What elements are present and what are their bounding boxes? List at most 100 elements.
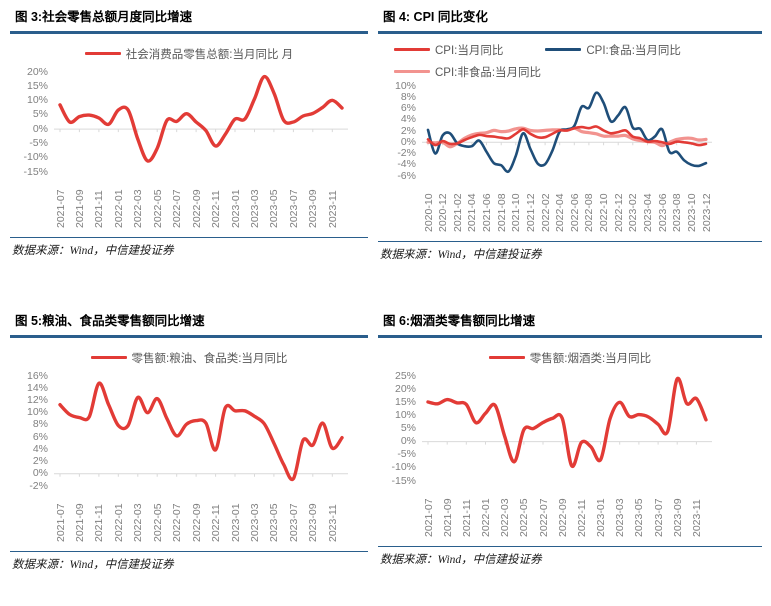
x-tick-label: 2021-08 bbox=[495, 192, 508, 232]
y-tick-label: 6% bbox=[32, 430, 48, 443]
legend-item: CPI:食品:当月同比 bbox=[545, 42, 681, 58]
series-line bbox=[426, 90, 708, 173]
figure-title: 图 4: CPI 同比变化 bbox=[383, 10, 488, 24]
x-tick-label: 2021-12 bbox=[524, 192, 537, 232]
y-tick-label: -5% bbox=[397, 448, 416, 461]
x-tick-label: 2022-11 bbox=[575, 498, 588, 537]
x-tick-label: 2021-02 bbox=[451, 192, 464, 232]
x-tick-label: 2023-07 bbox=[652, 497, 665, 537]
y-tick-label: 8% bbox=[400, 90, 416, 103]
x-tick-label: 2023-05 bbox=[633, 497, 646, 537]
x-tick-label: 2023-02 bbox=[627, 192, 640, 232]
legend-label: CPI:非食品:当月同比 bbox=[435, 66, 542, 79]
figure-title: 图 3:社会零售总额月度同比增速 bbox=[15, 10, 193, 24]
y-tick-label: 8% bbox=[32, 418, 48, 431]
x-axis-labels: 2021-07 2021-09 2021-11 2022-01 2022-03 2022-… bbox=[54, 486, 348, 544]
x-tick-label: 2022-09 bbox=[556, 497, 569, 537]
x-tick-label: 2021-09 bbox=[441, 497, 454, 537]
y-tick-label: 0% bbox=[400, 435, 416, 448]
y-tick-label: 10% bbox=[394, 408, 416, 421]
legend-item: CPI:当月同比 bbox=[394, 42, 503, 58]
series-line bbox=[426, 124, 708, 146]
x-tick-label: 2022-11 bbox=[210, 189, 223, 228]
figure-title: 图 5:粮油、食品类零售额同比增速 bbox=[15, 314, 205, 328]
y-tick-label: 12% bbox=[26, 393, 48, 406]
y-tick-label: 0% bbox=[32, 122, 48, 135]
legend-line-swatch bbox=[394, 70, 430, 73]
chart-legend: 零售额:烟酒类:当月同比 bbox=[378, 350, 762, 366]
x-tick-label: 2023-11 bbox=[690, 498, 703, 537]
y-tick-label: 20% bbox=[26, 65, 48, 78]
y-tick-label: 15% bbox=[394, 395, 416, 408]
y-axis-labels: 16% 14% 12% 10% 8% 6% 4% 2% 0% -2% bbox=[10, 370, 54, 492]
y-tick-label: 15% bbox=[26, 79, 48, 92]
x-tick-label: 2021-11 bbox=[460, 498, 473, 537]
x-tick-label: 2022-03 bbox=[132, 188, 145, 228]
x-tick-label: 2021-07 bbox=[54, 502, 67, 542]
y-tick-label: 10% bbox=[26, 94, 48, 107]
x-axis-labels: 2020-10 2020-12 2021-02 2021-04 2021-06 2021-… bbox=[422, 176, 713, 234]
legend-line-swatch bbox=[488, 356, 525, 359]
line-chart bbox=[54, 381, 348, 481]
y-tick-label: 0% bbox=[32, 467, 48, 480]
y-tick-label: 4% bbox=[32, 442, 48, 455]
x-tick-label: 2022-01 bbox=[112, 502, 125, 542]
chart-area: 25% 20% 15% 10% 5% 0% -5% -10% -15% 2021-07 2021-… bbox=[378, 366, 762, 539]
y-tick-label: -6% bbox=[397, 169, 416, 182]
figure-5-grain-food-retail-yoy: 图 5:粮油、食品类零售额同比增速 零售额:粮油、食品类:当月同比 16% 14%… bbox=[10, 312, 368, 572]
legend-label: 零售额:粮油、食品类:当月同比 bbox=[131, 352, 288, 365]
x-tick-label: 2023-05 bbox=[268, 188, 281, 228]
x-tick-label: 2021-11 bbox=[93, 503, 106, 542]
line-chart bbox=[54, 74, 348, 163]
data-source-note: 数据来源：Wind，中信建投证券 bbox=[380, 554, 542, 567]
source-rule bbox=[378, 545, 762, 548]
chart-legend: 社会消费品零售总额:当月同比 月 bbox=[10, 46, 368, 62]
x-tick-label: 2022-05 bbox=[151, 502, 164, 542]
y-tick-label: -2% bbox=[397, 147, 416, 159]
y-tick-label: 5% bbox=[32, 108, 48, 121]
x-tick-label: 2023-01 bbox=[229, 188, 242, 228]
data-source-note: 数据来源：Wind，中信建投证券 bbox=[380, 249, 542, 262]
legend-item: CPI:非食品:当月同比 bbox=[394, 64, 541, 80]
legend-line-swatch bbox=[394, 48, 430, 51]
y-axis-labels: 20% 15% 10% 5% 0% -5% -10% -15% bbox=[10, 66, 54, 178]
x-tick-label: 2023-01 bbox=[595, 497, 608, 537]
plot-area: 2021-07 2021-09 2021-11 2022-01 2022-03 2022-… bbox=[422, 376, 712, 539]
y-tick-label: -15% bbox=[23, 165, 48, 178]
y-tick-label: 16% bbox=[26, 369, 48, 382]
y-tick-label: -4% bbox=[397, 158, 416, 171]
figure-6-tobacco-alcohol-retail-yoy: 图 6:烟酒类零售额同比增速 零售额:烟酒类:当月同比 25% 20% 15% 10%… bbox=[378, 312, 762, 567]
plot-area: 2021-07 2021-09 2021-11 2022-01 2022-03 2022-… bbox=[54, 72, 348, 230]
x-tick-label: 2022-04 bbox=[554, 192, 567, 232]
x-tick-label: 2023-03 bbox=[248, 502, 261, 542]
x-tick-label: 2022-07 bbox=[537, 497, 550, 537]
x-tick-label: 2022-07 bbox=[171, 502, 184, 542]
y-tick-label: 10% bbox=[394, 79, 416, 92]
series-line bbox=[58, 74, 344, 163]
x-tick-label: 2022-09 bbox=[190, 188, 203, 228]
y-tick-label: -10% bbox=[391, 461, 416, 474]
x-tick-label: 2021-04 bbox=[466, 192, 479, 232]
legend-item: 零售额:烟酒类:当月同比 bbox=[488, 350, 651, 366]
x-tick-label: 2020-10 bbox=[422, 192, 435, 232]
chart-area: 10% 8% 6% 4% 2% 0% -2% -4% -6% 2020-10 2020-12 202… bbox=[378, 80, 762, 234]
legend-label: 社会消费品零售总额:当月同比 月 bbox=[125, 48, 294, 61]
x-tick-label: 2023-03 bbox=[614, 497, 627, 537]
legend-label: CPI:当月同比 bbox=[435, 44, 504, 57]
x-tick-label: 2022-12 bbox=[612, 192, 625, 232]
legend-item: 社会消费品零售总额:当月同比 月 bbox=[84, 46, 294, 62]
x-tick-label: 2021-10 bbox=[510, 192, 523, 232]
plot-area: 2020-10 2020-12 2021-02 2021-04 2021-06 2021-… bbox=[422, 86, 713, 234]
y-tick-label: 2% bbox=[400, 124, 416, 137]
x-tick-label: 2022-07 bbox=[171, 188, 184, 228]
x-tick-label: 2023-06 bbox=[656, 192, 669, 232]
chart-legend: 零售额:粮油、食品类:当月同比 bbox=[10, 350, 368, 366]
zero-axis-line bbox=[54, 128, 348, 132]
y-tick-label: 25% bbox=[394, 369, 416, 382]
y-tick-label: 20% bbox=[394, 382, 416, 395]
x-tick-label: 2023-07 bbox=[287, 502, 300, 542]
x-tick-label: 2023-03 bbox=[248, 188, 261, 228]
x-tick-label: 2022-08 bbox=[583, 192, 596, 232]
series-line bbox=[58, 381, 344, 481]
y-tick-label: 10% bbox=[26, 406, 48, 419]
